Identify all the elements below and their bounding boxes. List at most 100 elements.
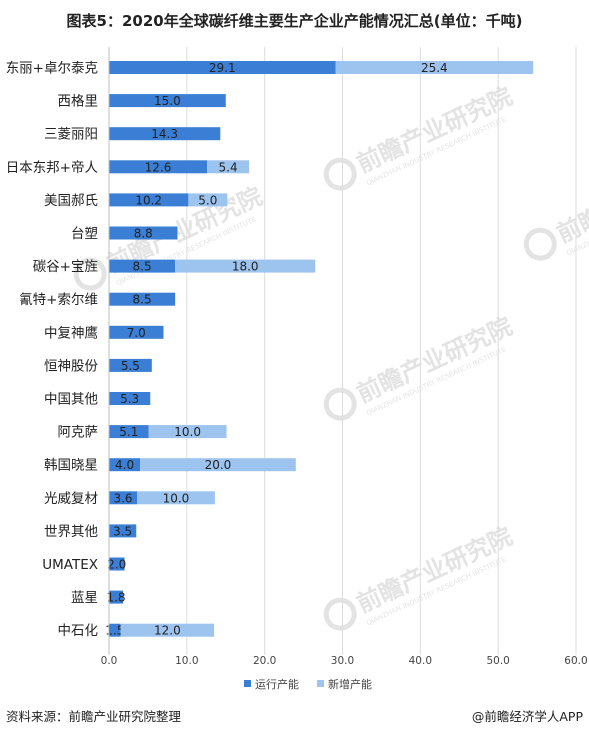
bar-running-capacity [109, 623, 121, 637]
data-label: 8.5 [133, 260, 152, 274]
bar-running-capacity [109, 590, 124, 604]
source-note: 资料来源：前瞻产业研究院整理 [6, 708, 182, 724]
data-label: 1.5 [105, 624, 124, 638]
data-label: 14.3 [151, 127, 178, 141]
watermark-logo [323, 387, 357, 421]
footer: 资料来源：前瞻产业研究院整理 @前瞻经济学人APP [6, 704, 583, 726]
data-label: 10.0 [163, 491, 190, 505]
watermark-logo [323, 597, 357, 631]
category-label: 东丽+卓尔泰克 [6, 61, 98, 77]
bar-running-capacity [109, 358, 152, 372]
category-label: 恒神股份 [44, 358, 98, 374]
x-tick-label: 60.0 [564, 655, 587, 667]
category-label: 西格里 [58, 94, 99, 110]
category-label: 蓝星 [71, 590, 98, 606]
bar-running-capacity [109, 259, 176, 273]
category-label: 中国其他 [44, 392, 98, 408]
bar-running-capacity [109, 160, 208, 174]
data-label: 20.0 [205, 458, 232, 472]
bar-new-capacity [175, 259, 316, 273]
grid-lines [186, 47, 577, 655]
data-label: 2.0 [107, 558, 126, 572]
category-label: 世界其他 [44, 524, 98, 540]
x-tick-label: 50.0 [486, 655, 509, 667]
legend-swatch [244, 680, 251, 687]
data-label: 18.0 [232, 260, 259, 274]
data-label: 3.5 [113, 524, 132, 538]
legend-swatch [317, 680, 324, 687]
watermark-text: 前瞻产业研究院 [352, 522, 516, 618]
bar-running-capacity [109, 61, 336, 74]
category-label: 三菱丽阳 [44, 127, 98, 143]
watermark-logo [73, 257, 107, 291]
watermark-logo [523, 227, 557, 261]
x-tick-label: 10.0 [175, 655, 198, 667]
data-label: 4.0 [115, 458, 134, 472]
data-label: 5.0 [198, 193, 217, 207]
bar-running-capacity [109, 226, 178, 240]
bar-running-capacity [109, 425, 149, 439]
bar-new-capacity [207, 160, 250, 174]
bar-new-capacity [148, 425, 227, 439]
watermark-text: 前瞻产业研究院 [352, 82, 516, 178]
data-label: 5.5 [121, 359, 140, 373]
category-label: 台塑 [71, 226, 98, 242]
bar-new-capacity [188, 193, 228, 207]
category-label: 光威复材 [44, 490, 98, 507]
data-label: 5.4 [219, 160, 238, 174]
data-label: 1.8 [106, 591, 125, 605]
y-axis: 东丽+卓尔泰克西格里三菱丽阳日本东邦+帝人美国郝氏台塑碳谷+宝旌氰特+索尔维中复… [6, 47, 110, 655]
category-label: 中复神鹰 [44, 324, 98, 341]
watermark-text: 前瞻产业研究院 [352, 312, 516, 408]
data-label: 12.0 [154, 624, 181, 638]
data-label: 15.0 [154, 94, 181, 108]
data-label: 7.0 [127, 326, 146, 340]
data-label: 25.4 [421, 61, 448, 75]
bars: 29.1 25.4 15.0 14.3 12.6 5.4 10.2 5.0 8.8 8.5 18.0… [105, 61, 534, 638]
category-label: UMATEX [42, 557, 98, 573]
chart-title: 图表5：2020年全球碳纤维主要生产企业产能情况汇总(单位：千吨) [66, 12, 523, 30]
data-label: 8.8 [134, 227, 153, 241]
bar-running-capacity [109, 458, 141, 472]
data-label: 5.3 [120, 392, 139, 406]
category-label: 氰特+索尔维 [19, 292, 98, 308]
bar-running-capacity [109, 94, 226, 108]
data-label: 5.1 [119, 425, 138, 439]
bar-running-capacity [109, 127, 221, 141]
legend-label: 新增产能 [328, 677, 372, 691]
bar-running-capacity [109, 392, 151, 405]
x-tick-label: 40.0 [409, 655, 432, 667]
x-tick-label: 20.0 [253, 655, 276, 667]
data-label: 3.6 [113, 491, 132, 505]
data-label: 8.5 [133, 293, 152, 307]
brand-note: @前瞻经济学人APP [471, 708, 583, 724]
x-tick-label: 30.0 [331, 655, 354, 667]
legend-label: 运行产能 [255, 677, 299, 691]
legend: 运行产能 新增产能 [244, 677, 372, 691]
bar-new-capacity [137, 491, 215, 505]
bar-new-capacity [120, 623, 215, 637]
bar-new-capacity [140, 458, 296, 472]
watermark-text: 前瞻产业研究院 [552, 152, 589, 248]
category-label: 阿克萨 [58, 425, 99, 441]
bar-running-capacity [109, 193, 189, 207]
bar-running-capacity [109, 292, 176, 306]
x-axis: 0.0 10.0 20.0 30.0 40.0 50.0 60.0 [101, 655, 588, 667]
category-label: 美国郝氏 [44, 193, 98, 209]
bar-running-capacity [109, 524, 137, 538]
category-label: 日本东邦+帝人 [6, 160, 99, 176]
data-label: 10.2 [135, 193, 162, 207]
category-label: 韩国晓星 [44, 458, 98, 474]
category-label: 中石化 [58, 623, 99, 639]
data-label: 10.0 [174, 425, 201, 439]
watermark-logo [323, 157, 357, 191]
x-tick-label: 0.0 [101, 655, 118, 667]
category-label: 碳谷+宝旌 [33, 259, 98, 275]
bar-new-capacity [335, 61, 534, 74]
bar-running-capacity [109, 491, 138, 505]
